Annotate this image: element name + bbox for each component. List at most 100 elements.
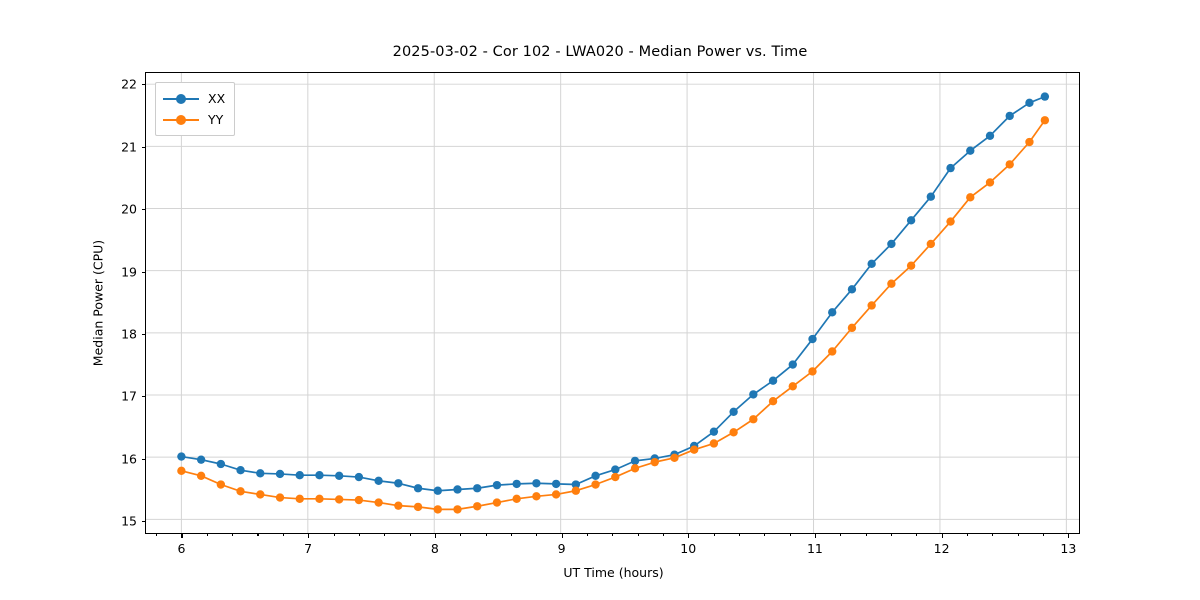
y-tick-label: 21	[121, 139, 137, 155]
data-point	[374, 498, 383, 507]
data-point	[216, 480, 226, 489]
data-point	[334, 495, 344, 504]
y-tick-mark	[141, 333, 146, 336]
x-tick-minor	[890, 533, 893, 536]
data-point	[1005, 160, 1014, 169]
data-point	[571, 480, 581, 489]
data-point	[867, 259, 876, 269]
data-point	[354, 495, 364, 505]
x-tick-mark	[181, 533, 183, 538]
data-point	[591, 471, 600, 480]
y-tick-label: 15	[121, 513, 137, 529]
data-point	[374, 476, 383, 485]
data-point	[847, 323, 857, 333]
y-tick-mark	[141, 521, 146, 523]
x-tick-minor	[510, 533, 512, 536]
data-point	[236, 487, 245, 496]
chart-title: 2025-03-02 - Cor 102 - LWA020 - Median P…	[392, 44, 808, 60]
x-tick-mark	[561, 533, 563, 538]
x-tick-mark	[814, 533, 817, 538]
x-tick-minor	[662, 533, 664, 536]
data-series-layer	[177, 92, 1050, 514]
x-tick-minor	[206, 533, 208, 536]
x-axis-label: UT Time (hours)	[563, 565, 664, 580]
x-tick-label: 11	[806, 541, 823, 556]
data-point	[729, 407, 738, 416]
data-point	[315, 471, 324, 480]
data-point	[433, 486, 442, 495]
data-point	[275, 493, 285, 502]
chart-legend[interactable]: XX YY	[155, 82, 236, 136]
x-tick-minor	[612, 533, 614, 536]
legend-item-xx: XX	[163, 88, 225, 109]
data-point	[453, 485, 462, 494]
data-point	[926, 239, 936, 249]
legend-label-xx: XX	[208, 91, 226, 106]
data-point	[512, 494, 521, 503]
x-tick-label: 13	[1060, 541, 1077, 556]
y-tick-label: 17	[121, 388, 137, 404]
data-point	[749, 415, 758, 424]
data-point	[985, 131, 995, 140]
x-tick-minor	[713, 533, 715, 536]
data-point	[492, 480, 502, 490]
data-point	[354, 472, 364, 482]
grid-lines	[146, 73, 1079, 533]
data-point	[828, 308, 837, 317]
x-tick-mark	[308, 533, 310, 538]
data-point	[630, 456, 640, 466]
x-tick-minor	[840, 533, 842, 536]
data-point	[236, 466, 245, 475]
x-tick-mark	[1068, 533, 1070, 538]
data-point	[828, 347, 837, 356]
data-point	[1025, 98, 1034, 108]
x-tick-label: 10	[680, 541, 697, 556]
data-point	[532, 492, 541, 501]
data-point	[473, 484, 482, 493]
data-point	[433, 505, 442, 514]
data-point	[768, 397, 778, 406]
legend-marker-xx	[163, 92, 199, 106]
data-point	[473, 502, 482, 511]
data-point	[906, 216, 916, 225]
series-line-yy	[180, 119, 1046, 511]
x-tick-minor	[485, 533, 487, 536]
x-tick-minor	[536, 533, 538, 536]
x-tick-mark	[688, 533, 690, 538]
x-tick-label: 6	[177, 541, 186, 556]
x-tick-minor	[764, 533, 766, 536]
x-tick-minor	[916, 533, 918, 536]
data-point	[808, 334, 817, 344]
y-tick-mark	[141, 458, 146, 460]
x-tick-minor	[358, 533, 360, 536]
data-point	[256, 469, 265, 478]
data-point	[413, 502, 423, 512]
x-tick-minor	[232, 533, 234, 536]
y-tick-label: 16	[121, 451, 137, 467]
x-tick-minor	[282, 533, 284, 536]
y-tick-mark	[141, 84, 146, 86]
x-tick-minor	[1017, 533, 1019, 536]
data-point	[551, 490, 561, 499]
data-point	[670, 453, 679, 462]
x-tick-minor	[966, 533, 969, 536]
data-point	[611, 465, 620, 474]
x-tick-minor	[865, 533, 867, 536]
x-tick-minor	[460, 533, 462, 536]
x-tick-label: 8	[430, 541, 439, 556]
data-point	[492, 498, 502, 507]
plot-area: Median Power (CPU) UT Time (hours) 15 16 1…	[91, 72, 1080, 580]
data-point	[453, 505, 462, 514]
data-point	[847, 285, 857, 294]
data-point	[394, 501, 403, 510]
x-tick-minor	[738, 533, 741, 536]
data-point	[946, 217, 955, 226]
data-point	[295, 471, 304, 480]
data-point	[630, 464, 640, 473]
data-point	[768, 376, 778, 385]
data-point	[985, 178, 995, 187]
data-point	[275, 469, 285, 479]
data-point	[709, 439, 719, 448]
data-point	[1040, 92, 1050, 101]
